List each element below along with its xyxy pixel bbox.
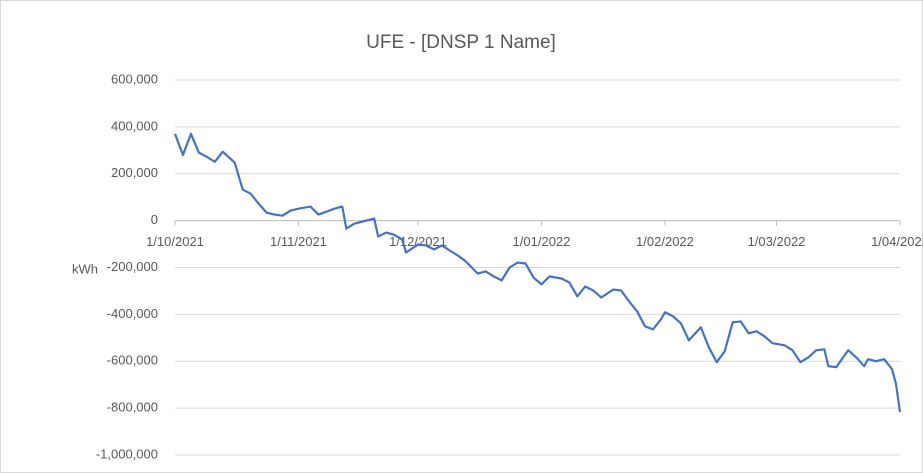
chart-title: UFE - [DNSP 1 Name] bbox=[366, 32, 556, 53]
y-tick-label: -400,000 bbox=[107, 306, 158, 321]
y-tick-label: 200,000 bbox=[111, 165, 158, 180]
x-tick-label: 1/10/2021 bbox=[146, 234, 204, 249]
y-tick-label: -200,000 bbox=[107, 259, 158, 274]
y-tick-label: -800,000 bbox=[107, 400, 158, 415]
y-tick-label: 400,000 bbox=[111, 118, 158, 133]
y-tick-label: 600,000 bbox=[111, 71, 158, 86]
x-tick-label: 1/01/2022 bbox=[513, 234, 571, 249]
y-axis-label: kWh bbox=[72, 261, 98, 276]
x-tick-label: 1/03/2022 bbox=[748, 234, 806, 249]
x-tick-label: 1/02/2022 bbox=[636, 234, 694, 249]
line-series bbox=[173, 132, 902, 413]
x-tick-label: 1/11/2021 bbox=[270, 234, 327, 249]
y-tick-label: -600,000 bbox=[107, 353, 158, 368]
x-tick-label: 1/04/2022 bbox=[871, 234, 923, 249]
y-tick-label: -1,000,000 bbox=[96, 446, 158, 461]
y-tick-label: 0 bbox=[151, 212, 158, 227]
